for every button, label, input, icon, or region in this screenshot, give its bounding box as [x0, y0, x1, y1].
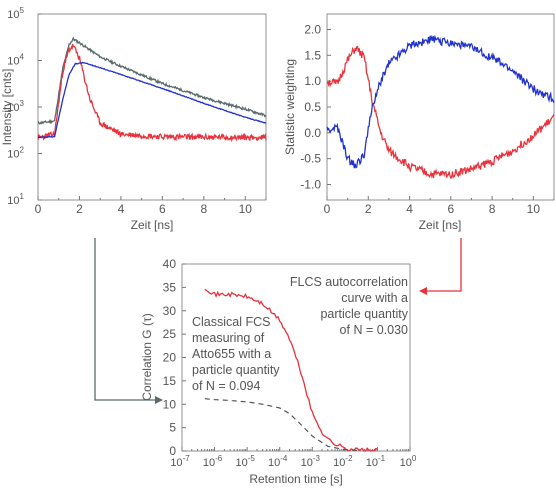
connector-arrowhead-left: [155, 396, 163, 404]
flcs-annotation-line: FLCS autocorrelation: [290, 275, 408, 289]
weighting-xtick-label: 6: [447, 202, 454, 216]
correlation-xlabel: Retention time [s]: [249, 472, 342, 486]
connector-arrow-left: [94, 238, 157, 401]
correlation-ylabel: Correlation G (τ): [140, 313, 154, 400]
classical-annotation-line: Classical FCS: [192, 315, 271, 329]
decay-xtick-label: 6: [159, 202, 166, 216]
correlation-ytick-label: 30: [163, 304, 177, 318]
correlation-xtick-label: 10-2: [333, 454, 353, 469]
weighting-ytick-label: 1.5: [304, 48, 321, 62]
weighting-ylabel: Statistic weighting: [283, 59, 297, 155]
decay-ytick-label: 101: [7, 192, 24, 207]
correlation-xtick-label: 10-1: [366, 454, 386, 469]
correlation-xtick-label: 10-3: [301, 454, 321, 469]
correlation-xtick-label: 10-4: [268, 454, 288, 469]
weighting-ytick-label: 1.0: [304, 74, 321, 88]
correlation-ytick-label: 15: [163, 374, 177, 388]
correlation-xtick-label: 10-6: [203, 454, 223, 469]
weighting-xtick-label: 4: [406, 202, 413, 216]
weighting-series-line: [326, 45, 555, 179]
decay-ytick-label: 104: [7, 53, 24, 68]
classical-annotation-line: of N = 0.094: [192, 379, 260, 393]
connector-arrowhead-right: [419, 287, 427, 295]
correlation-ytick-label: 0: [169, 444, 176, 458]
correlation-ytick-label: 20: [163, 351, 177, 365]
weighting-ytick-label: -1.0: [300, 178, 321, 192]
decay-series-line: [38, 61, 267, 139]
weighting-ytick-label: 0.0: [304, 126, 321, 140]
decay-xtick-label: 0: [35, 202, 42, 216]
decay-xtick-label: 8: [200, 202, 207, 216]
weighting-xtick-label: 8: [489, 202, 496, 216]
decay-ylabel: Intensity [cnts]: [0, 69, 14, 146]
decay-series-line: [37, 43, 267, 143]
decay-ytick-label: 105: [7, 6, 24, 21]
classical-annotation-line: measuring of: [192, 331, 265, 345]
decay-ytick-label: 103: [7, 99, 24, 114]
decay-xlabel: Zeit [ns]: [131, 218, 174, 232]
weighting-xtick-label: 10: [527, 202, 541, 216]
decay-chart: 0 2 4 6 8 10 101 102 103 104 105: [7, 6, 267, 216]
weighting-xlabel: Zeit [ns]: [419, 218, 462, 232]
flcs-annotation-line: curve with a: [341, 291, 408, 305]
weighting-chart: 0 2 4 6 8 10 2.0 1.5 1.0 0.5 0.0 -0.5 -1.0: [300, 23, 555, 216]
decay-ytick-label: 102: [7, 146, 24, 161]
flcs-annotation-line: particle quantity: [320, 307, 408, 321]
decay-xtick-label: 10: [239, 202, 253, 216]
decay-xtick-label: 4: [118, 202, 125, 216]
weighting-ytick-label: -0.5: [300, 152, 321, 166]
weighting-series-line: [326, 34, 555, 169]
weighting-ytick-label: 0.5: [304, 100, 321, 114]
correlation-classical-fcs-line: [204, 398, 361, 452]
flcs-annotation: FLCS autocorrelation curve with a partic…: [290, 275, 409, 337]
correlation-xtick-label: 100: [400, 454, 417, 469]
decay-series-line: [37, 36, 267, 125]
connector-arrow-right: [426, 238, 462, 292]
classical-annotation-line: Atto655 with a: [192, 347, 271, 361]
correlation-xtick-label: 10-5: [235, 454, 255, 469]
correlation-flcs-line: [204, 288, 378, 452]
correlation-ytick-label: 10: [163, 397, 177, 411]
correlation-ytick-label: 5: [169, 421, 176, 435]
flcs-annotation-line: of N = 0.030: [340, 323, 408, 337]
weighting-xtick-label: 0: [324, 202, 331, 216]
decay-xtick-label: 2: [76, 202, 83, 216]
classical-annotation-line: particle quantity: [192, 363, 280, 377]
correlation-ytick-label: 35: [163, 280, 177, 294]
weighting-xtick-label: 2: [365, 202, 372, 216]
classical-annotation: Classical FCS measuring of Atto655 with …: [192, 315, 280, 393]
correlation-xtick-label: 10-7: [170, 454, 190, 469]
correlation-ytick-label: 25: [163, 327, 177, 341]
weighting-ytick-label: 2.0: [304, 23, 321, 37]
correlation-ytick-label: 40: [163, 257, 177, 271]
correlation-chart: 10-7 10-6 10-5 10-4 10-3 10-2 10-1 100403530252…: [163, 257, 417, 469]
